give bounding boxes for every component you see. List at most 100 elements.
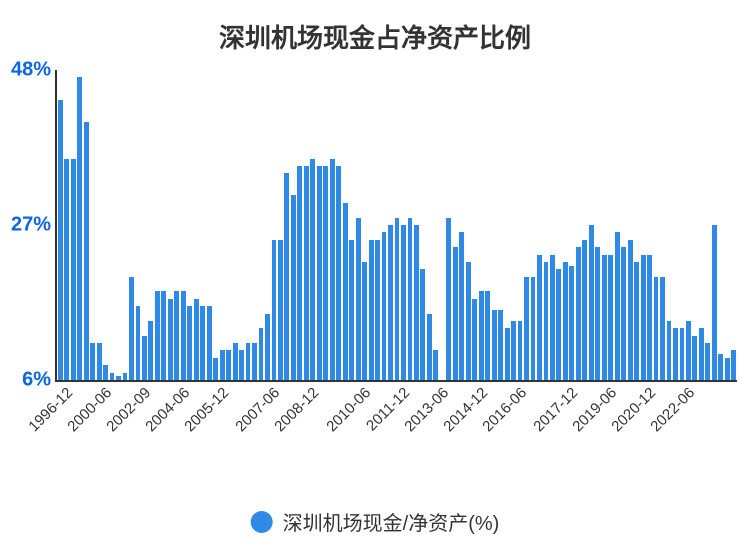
chart-title: 深圳机场现金占净资产比例 [0, 0, 750, 55]
bar [97, 343, 102, 380]
y-tick-label: 27% [11, 214, 57, 237]
bar [291, 195, 296, 380]
bar [427, 314, 432, 380]
bar [667, 321, 672, 380]
bar [207, 306, 212, 380]
bar [395, 218, 400, 380]
bar [582, 240, 587, 380]
plot-area: 6%27%48%1996-122000-062002-092004-062005… [55, 70, 737, 382]
bar [712, 225, 717, 380]
bar [615, 232, 620, 380]
bar [654, 277, 659, 380]
bar [284, 173, 289, 380]
bar [479, 291, 484, 380]
bar [110, 373, 115, 380]
bar [388, 225, 393, 380]
bar [498, 310, 503, 380]
bar [680, 328, 685, 380]
legend-marker [251, 511, 273, 533]
bar [297, 166, 302, 380]
x-tick-label: 2010-06 [319, 380, 374, 435]
bar [492, 310, 497, 380]
bar [420, 269, 425, 380]
bar [556, 269, 561, 380]
bar [362, 262, 367, 380]
bar [123, 373, 128, 380]
bar [602, 255, 607, 380]
bar [77, 77, 82, 380]
bar [511, 321, 516, 380]
bar [349, 240, 354, 380]
bar [116, 376, 121, 380]
bar [129, 277, 134, 380]
bar [369, 240, 374, 380]
bar [466, 262, 471, 380]
bar [673, 328, 678, 380]
bar [485, 291, 490, 380]
bar [304, 166, 309, 380]
bar [356, 218, 361, 380]
bar [731, 350, 736, 380]
bar [213, 358, 218, 380]
bar [330, 159, 335, 380]
bar [641, 255, 646, 380]
bar [278, 240, 283, 380]
bar [725, 358, 730, 380]
bar [155, 291, 160, 380]
bar [142, 336, 147, 380]
legend-label: 深圳机场现金/净资产(%) [283, 507, 500, 536]
bar [544, 262, 549, 380]
bar [317, 166, 322, 380]
bar [64, 159, 69, 380]
bar [161, 291, 166, 380]
bar [401, 225, 406, 380]
bar [692, 336, 697, 380]
bar [531, 277, 536, 380]
bar [174, 291, 179, 380]
bar [569, 266, 574, 380]
bar [563, 262, 568, 380]
legend: 深圳机场现金/净资产(%) [251, 507, 500, 536]
bar [647, 255, 652, 380]
bar [233, 343, 238, 380]
y-tick-label: 48% [11, 59, 57, 82]
bar [621, 247, 626, 380]
bar [705, 343, 710, 380]
bar [576, 247, 581, 380]
bar [699, 328, 704, 380]
bar [595, 247, 600, 380]
bar [446, 218, 451, 380]
bar [148, 321, 153, 380]
bar [194, 299, 199, 380]
bar [265, 314, 270, 380]
bar [660, 277, 665, 380]
bar [84, 122, 89, 380]
bar [272, 240, 277, 380]
bar [628, 240, 633, 380]
bar [453, 247, 458, 380]
bar [187, 306, 192, 380]
bar [136, 306, 141, 380]
bar [323, 166, 328, 380]
bar [90, 343, 95, 380]
bar [608, 255, 613, 380]
bar [259, 328, 264, 380]
bar [239, 350, 244, 380]
bar [408, 218, 413, 380]
bar [168, 299, 173, 380]
bar [718, 354, 723, 380]
bar [537, 255, 542, 380]
bar [200, 306, 205, 380]
bar [343, 203, 348, 380]
bar [310, 159, 315, 380]
bar [181, 291, 186, 380]
bar [589, 225, 594, 380]
chart-container: 深圳机场现金占净资产比例 6%27%48%1996-122000-062002-… [0, 0, 750, 558]
bar [686, 321, 691, 380]
bar [459, 232, 464, 380]
bar [433, 350, 438, 380]
bar [103, 365, 108, 380]
bar [550, 255, 555, 380]
bar [518, 321, 523, 380]
bar [414, 225, 419, 380]
